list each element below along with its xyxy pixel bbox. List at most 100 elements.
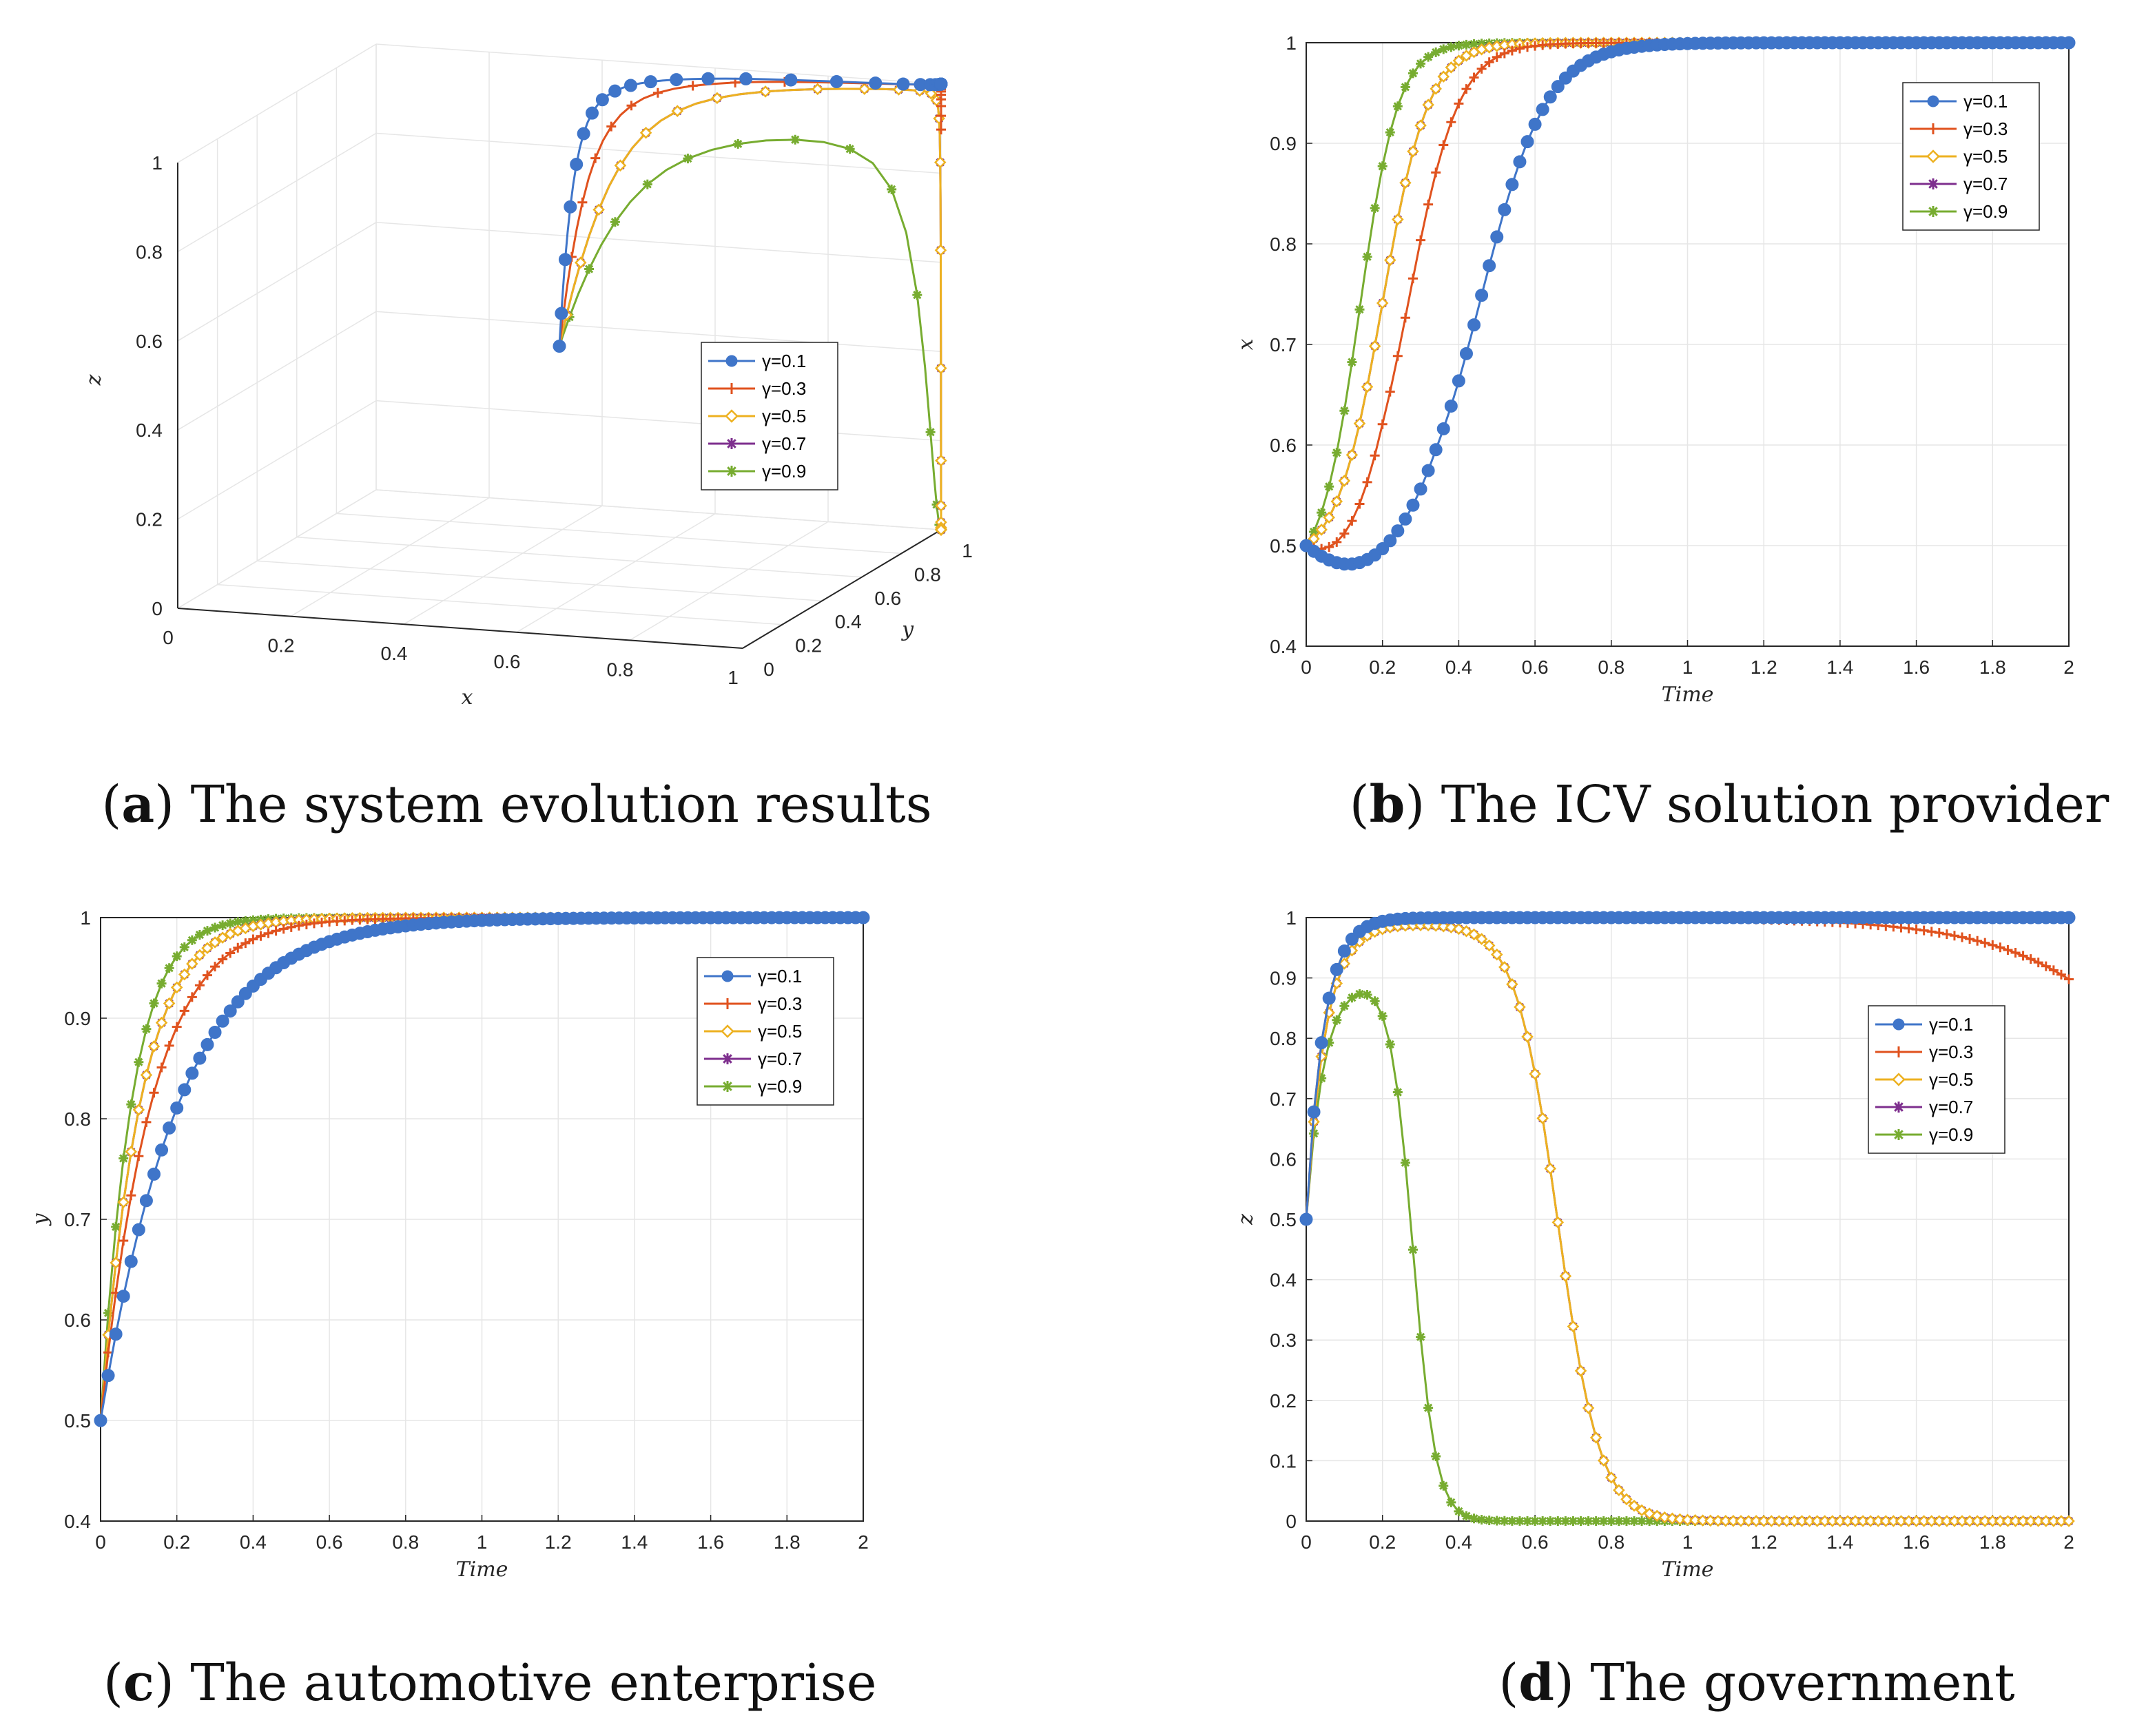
data-point <box>1666 1512 1679 1525</box>
data-point <box>1720 1514 1732 1527</box>
data-point <box>1574 1365 1587 1377</box>
data-point <box>1392 1087 1403 1097</box>
x-axis-label: Time <box>456 1558 508 1582</box>
y-tick-label: 0.4 <box>1270 1270 1297 1291</box>
data-point <box>1712 1514 1724 1527</box>
y-tick-label: 1 <box>80 907 91 929</box>
data-point <box>858 83 871 95</box>
data-point <box>134 1057 144 1067</box>
data-point <box>1528 117 1542 131</box>
data-point <box>1536 1112 1549 1125</box>
x-tick-label: 0.8 <box>607 659 634 680</box>
legend-marker <box>1893 1046 1904 1057</box>
chart-a-3d: 0 0.2 0.4 0.6 0.8 1 0 0.2 0.4 0.6 0.8 1 0 0.2 0.4 0.6 0.… <box>82 43 973 710</box>
x-tick-label: 1 <box>477 1531 488 1553</box>
y-axis-label: y <box>900 618 914 642</box>
legend-entry: γ=0.5 <box>1929 1069 1973 1090</box>
data-point <box>1454 1506 1464 1516</box>
data-point <box>608 84 622 98</box>
floor-grid <box>629 521 829 641</box>
data-point <box>1949 931 1959 941</box>
data-point <box>1591 1516 1601 1526</box>
x-axis-label: x <box>462 685 473 710</box>
x-tick-label: 1.2 <box>1751 657 1777 678</box>
data-point <box>1628 1499 1640 1512</box>
data-point <box>1361 380 1374 393</box>
data-point <box>1597 1454 1610 1467</box>
data-point <box>1385 1040 1395 1050</box>
series-γ-0.1 <box>1299 911 2076 1226</box>
back-wall-grid <box>375 311 942 352</box>
data-point <box>1370 203 1380 214</box>
data-point <box>811 83 824 96</box>
x-tick-label: 0.6 <box>494 651 521 672</box>
data-point <box>179 942 189 952</box>
data-point <box>936 125 946 135</box>
data-point <box>1423 52 1434 62</box>
data-point <box>216 1014 229 1028</box>
legend-marker <box>726 383 737 394</box>
data-point <box>1681 1513 1694 1526</box>
y-tick-label: 1 <box>1286 907 1297 929</box>
trajectory-line <box>558 81 942 347</box>
legend-entry: γ=0.5 <box>758 1021 802 1042</box>
x-tick-label: 1 <box>1682 657 1693 678</box>
legend-marker <box>1928 178 1939 189</box>
data-point <box>1362 251 1372 262</box>
data-point <box>1523 42 1533 52</box>
data-point <box>564 200 577 214</box>
data-point <box>2062 911 2076 924</box>
data-point <box>1332 1015 1342 1025</box>
data-point <box>1704 1514 1717 1527</box>
data-point <box>1529 1068 1541 1080</box>
legend-entry: γ=0.3 <box>758 993 802 1014</box>
x-tick-label: 2 <box>2063 657 2074 678</box>
data-point <box>1354 989 1365 999</box>
x-tick-label: 0.8 <box>392 1531 419 1553</box>
data-point <box>1483 939 1496 952</box>
y-tick-label: 0.8 <box>914 564 941 585</box>
panel-b: 0 0.2 0.4 0.6 0.8 1 1.2 1.4 1.6 1.8 2 0.4 0.5 0.6 0.7 0… <box>1206 0 2135 758</box>
data-point <box>172 1022 182 1032</box>
data-point <box>1362 989 1372 1000</box>
data-point <box>116 1290 130 1303</box>
y-tick-label: 0.9 <box>1270 133 1297 154</box>
data-point <box>1484 57 1494 68</box>
data-point <box>126 1099 136 1110</box>
data-point <box>1467 928 1481 941</box>
data-point <box>1314 1036 1328 1050</box>
floor-grid <box>516 513 716 633</box>
data-point <box>585 106 599 120</box>
data-point <box>233 942 243 953</box>
data-point <box>194 949 206 962</box>
data-point <box>1416 59 1426 69</box>
data-point <box>1423 199 1434 209</box>
caption-d: (d) The government <box>1498 1653 2015 1713</box>
floor-grid <box>257 560 823 601</box>
trajectory-γ-0.1 <box>553 72 948 353</box>
x-tick-label: 0.8 <box>1598 657 1625 678</box>
data-point <box>118 1236 129 1246</box>
data-point <box>639 127 652 139</box>
data-point <box>2025 954 2036 964</box>
x-tick-label: 1.8 <box>774 1531 801 1553</box>
floor-grid <box>375 489 942 530</box>
data-point <box>1461 39 1472 50</box>
data-point <box>1368 340 1381 353</box>
z-tick-label: 0 <box>152 598 163 619</box>
data-point <box>1377 1011 1388 1021</box>
y-tick-label: 0.5 <box>64 1410 91 1432</box>
data-point <box>101 1369 115 1383</box>
y-tick-label: 0.5 <box>1270 535 1297 557</box>
data-point <box>683 154 693 164</box>
data-point <box>210 922 220 933</box>
data-point <box>1995 942 2005 953</box>
data-point <box>1354 499 1365 509</box>
data-point <box>610 217 620 227</box>
data-point <box>1399 176 1412 189</box>
data-point <box>187 935 197 945</box>
side-wall-grid <box>177 400 377 520</box>
data-point <box>670 73 683 87</box>
data-point <box>1347 516 1357 526</box>
data-point <box>178 1083 192 1097</box>
